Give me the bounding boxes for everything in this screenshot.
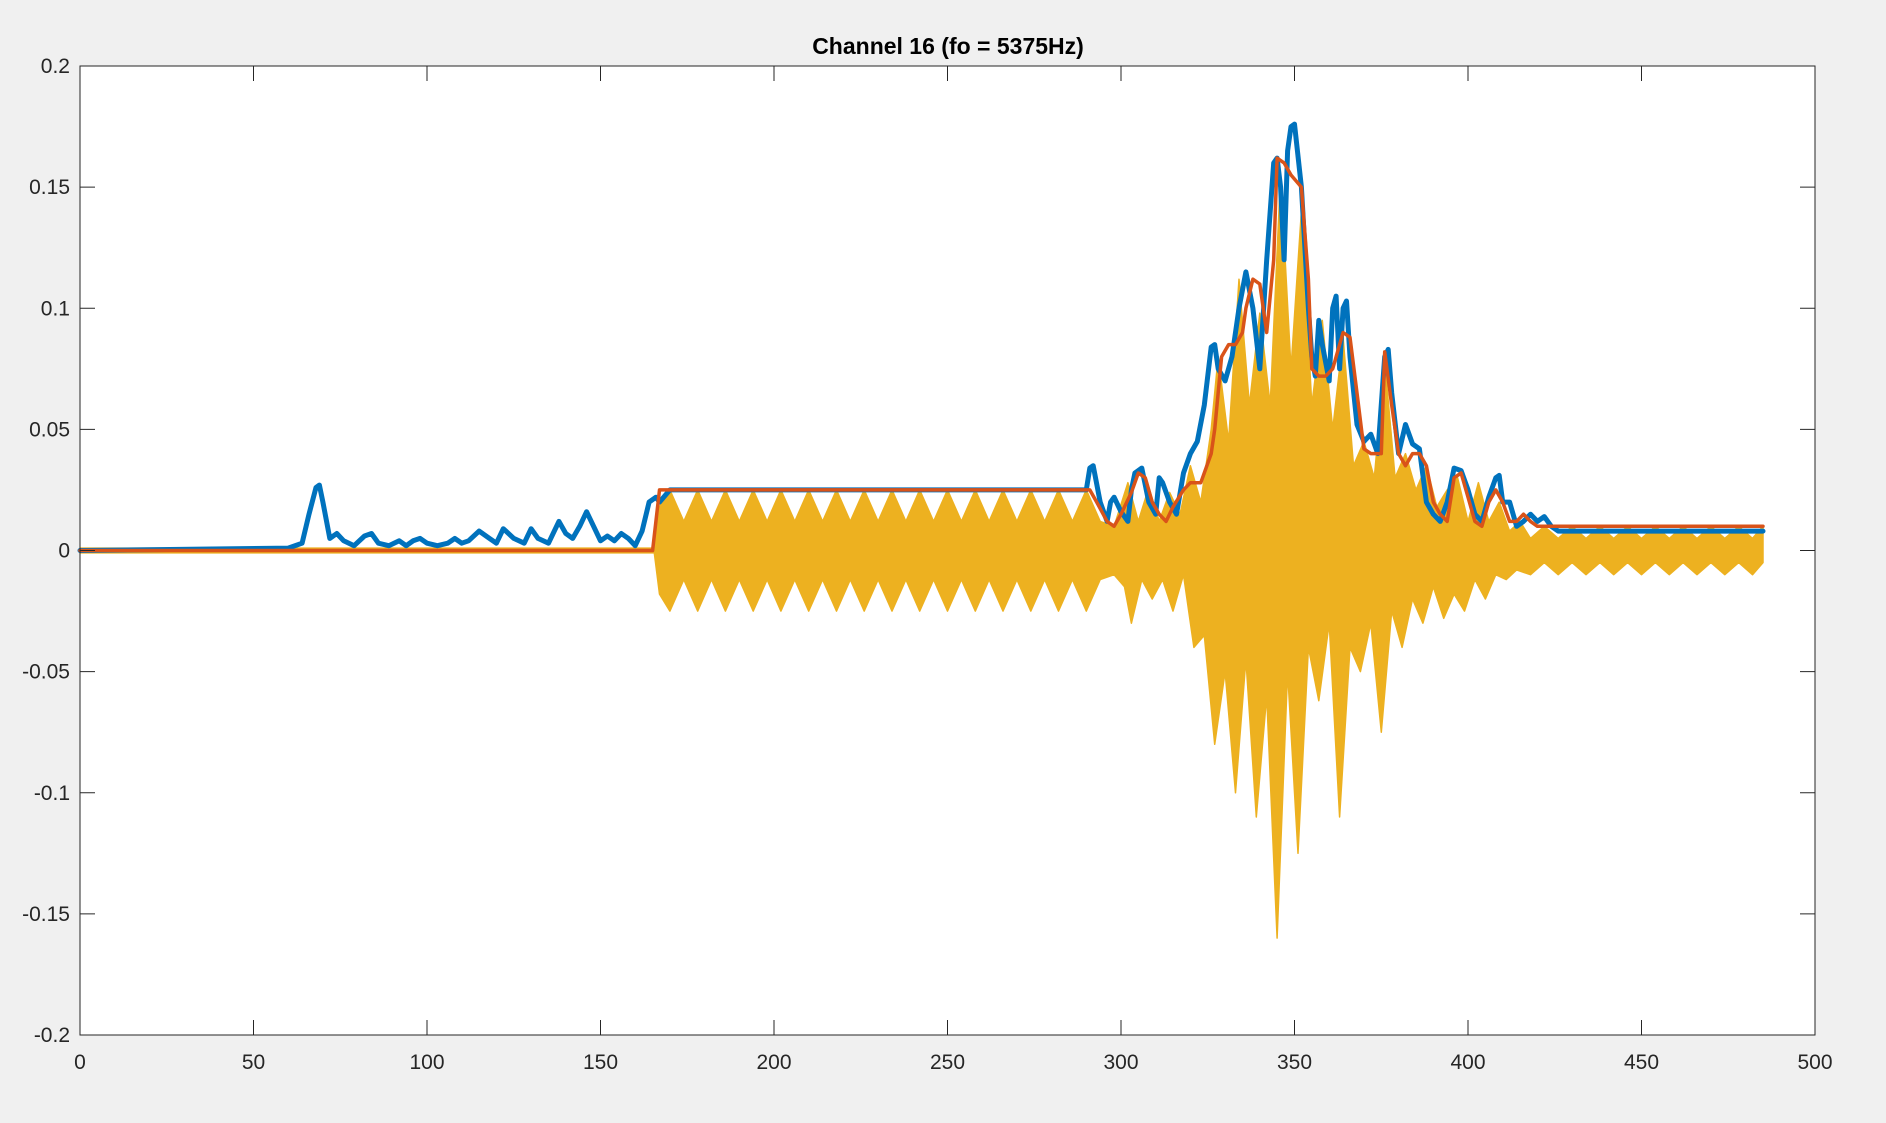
- y-tick-label: -0.1: [34, 782, 70, 805]
- tick-layer: 0 50 100 150 200 250 300 350 400 450 500 -0.2 -0.15 -…: [22, 55, 1832, 1074]
- y-tick-label: 0.05: [29, 418, 70, 441]
- y-tick-label: 0.2: [41, 55, 70, 78]
- x-tick-label: 500: [1797, 1051, 1832, 1074]
- y-tick-label: -0.2: [34, 1024, 70, 1047]
- x-tick-label: 350: [1277, 1051, 1312, 1074]
- x-tick-label: 150: [583, 1051, 618, 1074]
- y-tick-label: 0.15: [29, 176, 70, 199]
- x-tick-label: 300: [1103, 1051, 1138, 1074]
- x-tick-label: 250: [930, 1051, 965, 1074]
- y-tick-label: 0: [58, 540, 70, 563]
- x-tick-label: 100: [409, 1051, 444, 1074]
- x-tick-label: 450: [1624, 1051, 1659, 1074]
- series-2-line: [77, 121, 1766, 553]
- x-tick-label: 400: [1450, 1051, 1485, 1074]
- y-tick-label: 0.1: [41, 297, 70, 320]
- series-layer: [77, 121, 1766, 939]
- x-tick-label: 200: [756, 1051, 791, 1074]
- y-tick-label: -0.15: [22, 903, 70, 926]
- y-tick-label: -0.05: [22, 661, 70, 684]
- series-3-line: [78, 156, 1765, 553]
- x-tick-label: 0: [74, 1051, 86, 1074]
- chart-title: Channel 16 (fo = 5375Hz): [812, 33, 1084, 59]
- x-tick-label: 50: [242, 1051, 265, 1074]
